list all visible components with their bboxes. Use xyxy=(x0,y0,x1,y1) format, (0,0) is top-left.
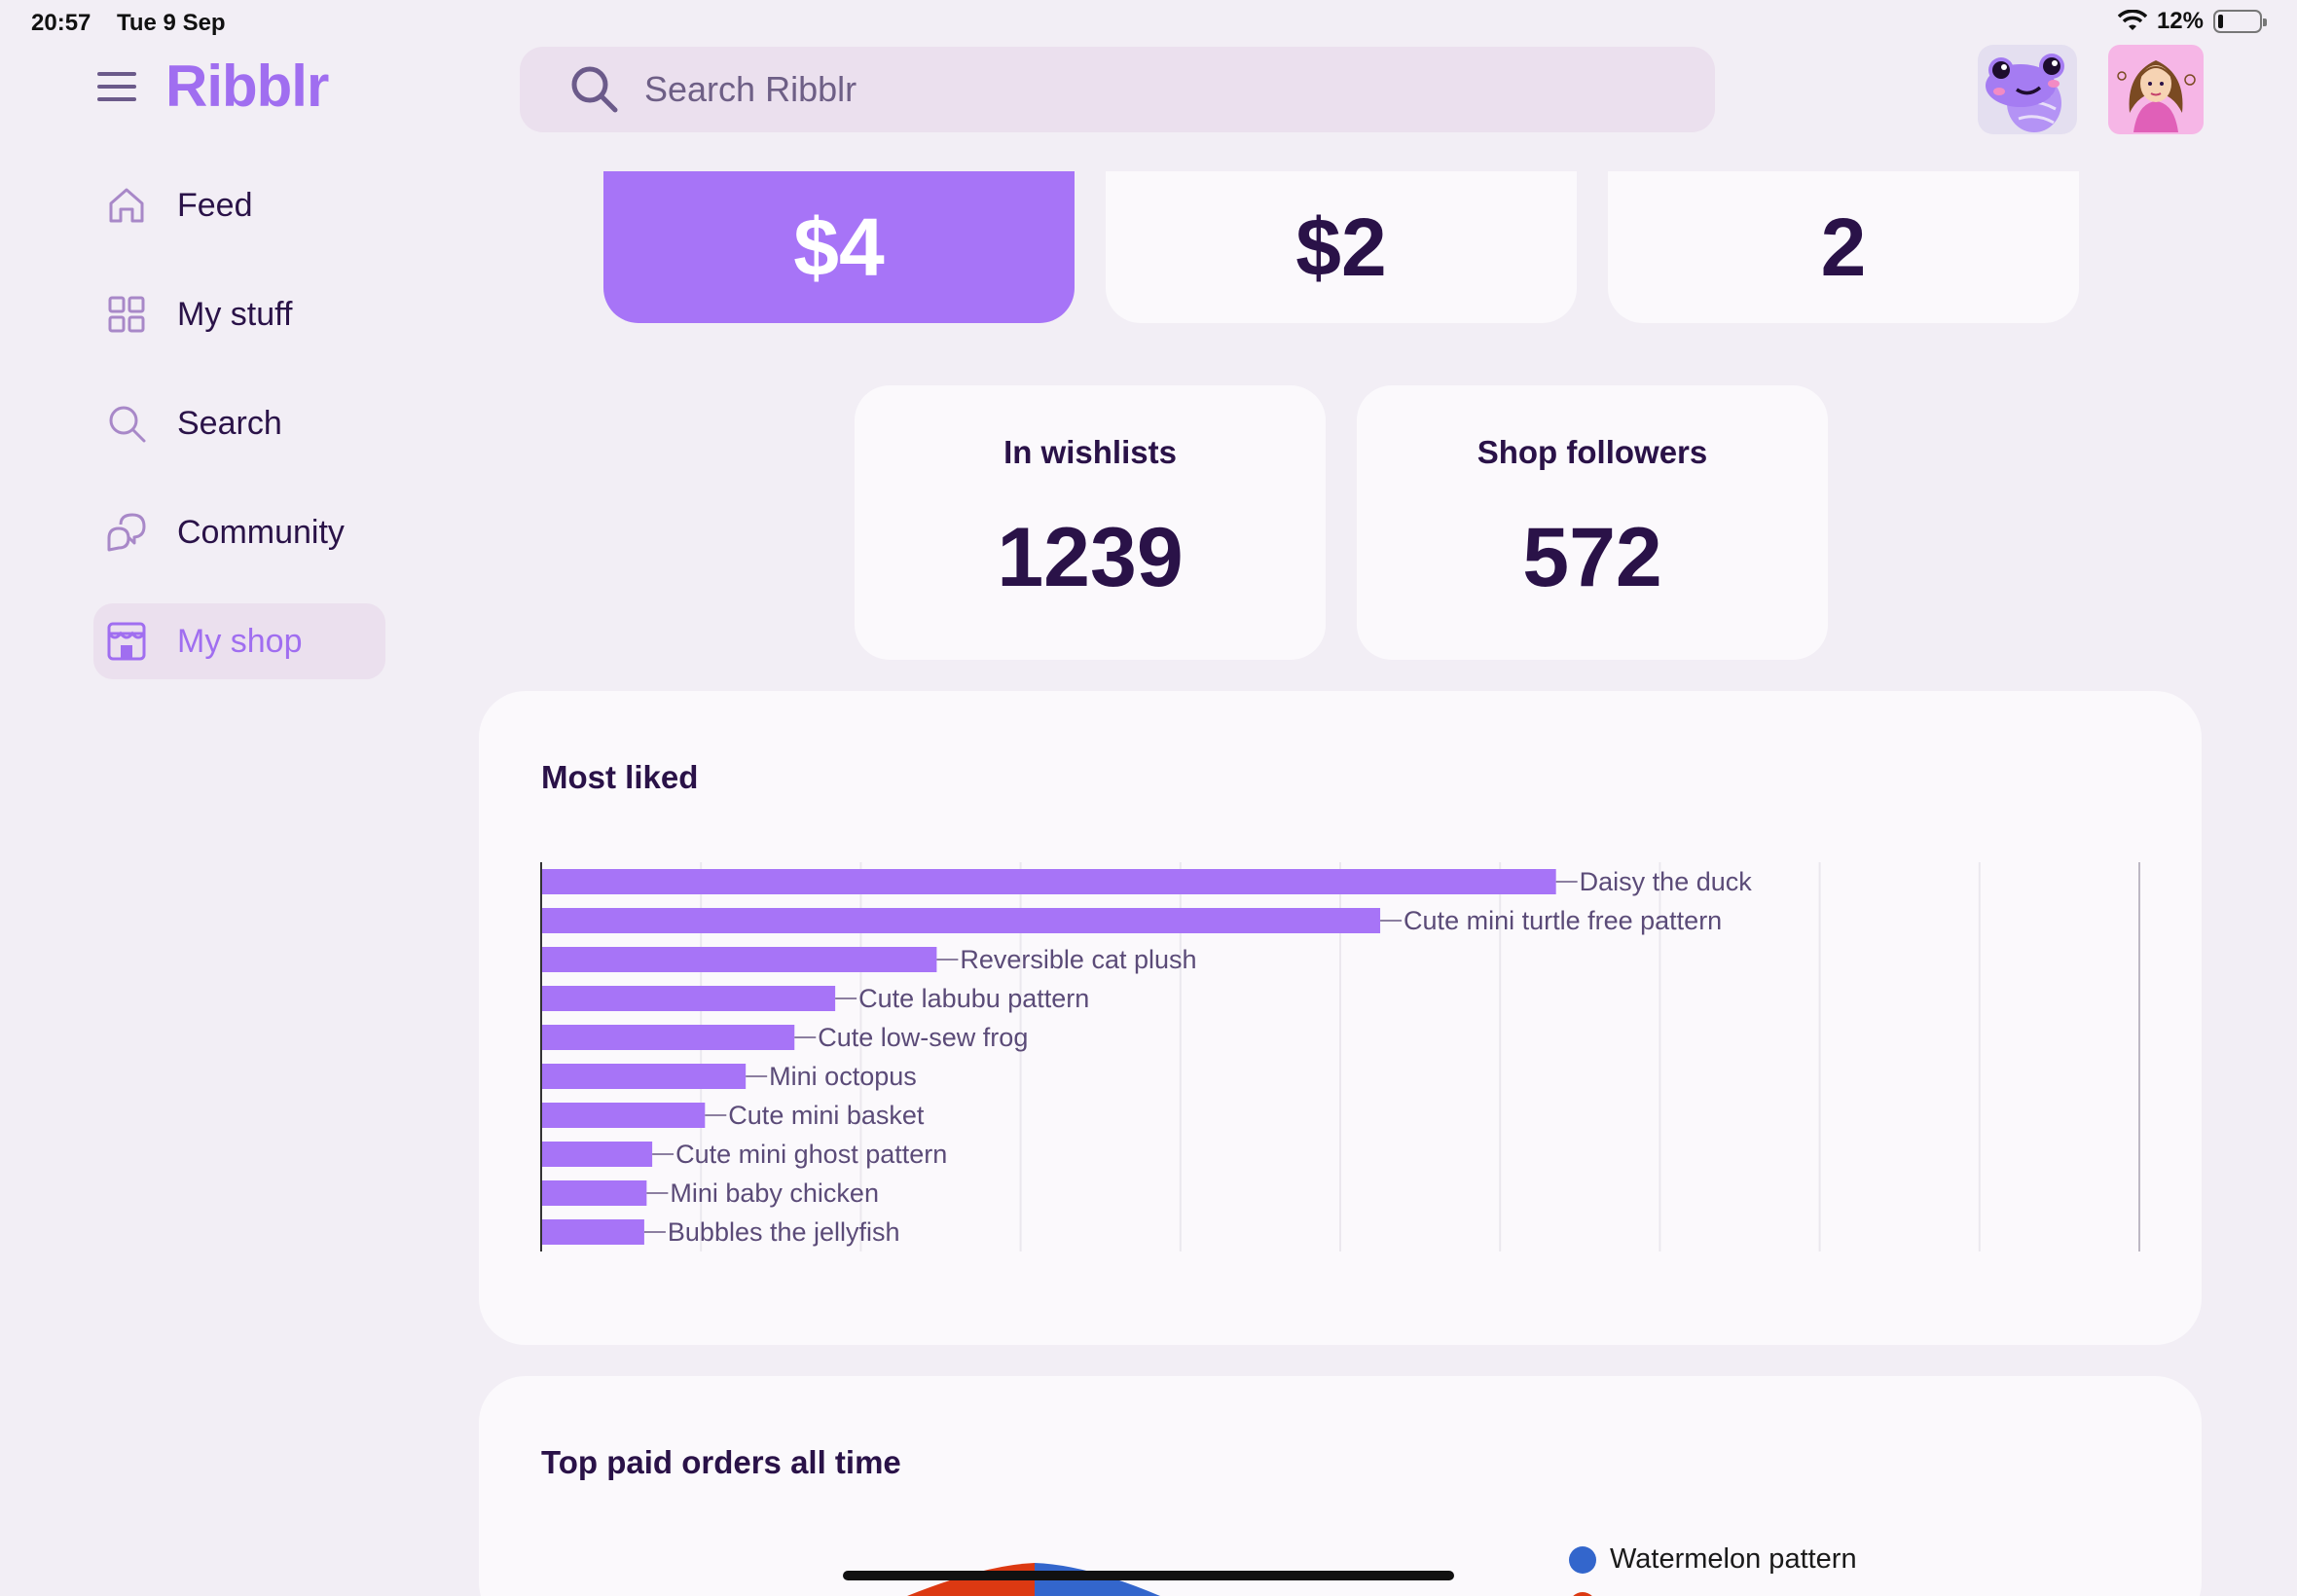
sidebar-item-label: Community xyxy=(177,513,345,551)
wifi-icon xyxy=(2117,10,2147,30)
bar-label: Cute low-sew frog xyxy=(818,1023,1028,1052)
bar-label: Cute mini ghost pattern xyxy=(675,1140,947,1169)
stat-value: 2 xyxy=(1820,200,1867,293)
bar-label: Cute labubu pattern xyxy=(858,984,1089,1013)
sidebar-item-label: Feed xyxy=(177,186,253,224)
frog-icon xyxy=(1986,54,2064,132)
sidebar-item-feed[interactable]: Feed xyxy=(93,167,385,243)
search-input[interactable] xyxy=(644,69,1520,110)
stat-card-primary[interactable]: $4 xyxy=(603,171,1075,323)
search-icon xyxy=(109,406,146,443)
top-orders-pie-chart xyxy=(907,1563,1160,1596)
chart-bar xyxy=(541,908,1381,933)
top-orders-panel: Top paid orders all time Watermelon patt… xyxy=(479,1376,2202,1596)
hamburger-menu-icon[interactable] xyxy=(95,68,138,105)
bar-label: Mini octopus xyxy=(769,1062,917,1091)
sidebar-item-my-shop[interactable]: My shop xyxy=(93,603,385,679)
search-icon xyxy=(571,66,618,113)
chart-bar xyxy=(541,1180,647,1206)
sidebar-item-label: My shop xyxy=(177,622,303,660)
status-bar: 20:57 Tue 9 Sep 12% xyxy=(0,0,2297,45)
user-avatar-image xyxy=(2117,60,2196,132)
status-date: Tue 9 Sep xyxy=(117,10,226,36)
chart-bar xyxy=(541,1219,644,1245)
bar-label: Daisy the duck xyxy=(1580,867,1753,896)
sidebar-nav: Feed My stuff Search Community My shop xyxy=(93,167,385,712)
chart-bar xyxy=(541,1103,706,1128)
chart-bar xyxy=(541,1025,795,1050)
sidebar-item-my-stuff[interactable]: My stuff xyxy=(93,276,385,352)
most-liked-panel: Most liked Daisy the duck Cute mini turtl… xyxy=(479,691,2202,1345)
stat-card-wishlists: In wishlists 1239 xyxy=(855,385,1326,660)
chart-bar xyxy=(541,947,937,972)
legend-dot xyxy=(1569,1592,1596,1596)
most-liked-chart: Daisy the duck Cute mini turtle free patt… xyxy=(540,862,2140,1251)
stat-value: 1239 xyxy=(997,511,1184,604)
sidebar-item-search[interactable]: Search xyxy=(93,385,385,461)
legend-item: Watermelon pattern xyxy=(1569,1543,1857,1576)
sidebar-item-label: My stuff xyxy=(177,295,293,333)
sidebar-item-label: Search xyxy=(177,404,282,442)
sidebar-item-community[interactable]: Community xyxy=(93,494,385,570)
stat-label: Shop followers xyxy=(1477,434,1708,470)
stat-card[interactable]: 2 xyxy=(1608,171,2079,323)
status-right: 12% xyxy=(2117,8,2267,35)
chart-bar xyxy=(541,869,1556,894)
bar-label: Bubbles the jellyfish xyxy=(668,1217,900,1247)
chart-bar xyxy=(541,1142,653,1167)
bar-label: Reversible cat plush xyxy=(960,945,1196,974)
user-avatar[interactable] xyxy=(2108,45,2204,134)
bar-label: Cute mini turtle free pattern xyxy=(1404,906,1722,935)
stat-card[interactable]: $2 xyxy=(1106,171,1577,323)
home-icon xyxy=(109,188,144,223)
panel-title: Most liked xyxy=(541,759,699,795)
stat-value: $2 xyxy=(1295,200,1387,293)
app-logo[interactable]: Ribblr xyxy=(165,54,329,119)
battery-icon xyxy=(2213,10,2267,33)
legend-dot xyxy=(1569,1545,1596,1574)
shop-icon xyxy=(107,622,146,661)
search-bar[interactable] xyxy=(520,47,1715,132)
bar-label: Cute mini basket xyxy=(728,1101,925,1130)
stat-value: 572 xyxy=(1522,511,1662,604)
battery-percent: 12% xyxy=(2156,8,2204,34)
bar-label: Mini baby chicken xyxy=(670,1179,879,1208)
stat-card-followers: Shop followers 572 xyxy=(1357,385,1828,660)
legend-label: Watermelon pattern xyxy=(1610,1543,1857,1575)
chart-bar xyxy=(541,1064,747,1089)
home-indicator xyxy=(843,1571,1454,1580)
chat-bubbles-icon xyxy=(107,513,146,552)
status-time: 20:57 xyxy=(31,10,91,36)
panel-title: Top paid orders all time xyxy=(541,1444,901,1480)
frog-mascot-avatar[interactable] xyxy=(1978,45,2077,134)
chart-bar xyxy=(541,986,836,1011)
stat-value: $4 xyxy=(793,200,885,293)
grid-icon xyxy=(108,296,145,333)
stat-label: In wishlists xyxy=(1003,434,1177,470)
